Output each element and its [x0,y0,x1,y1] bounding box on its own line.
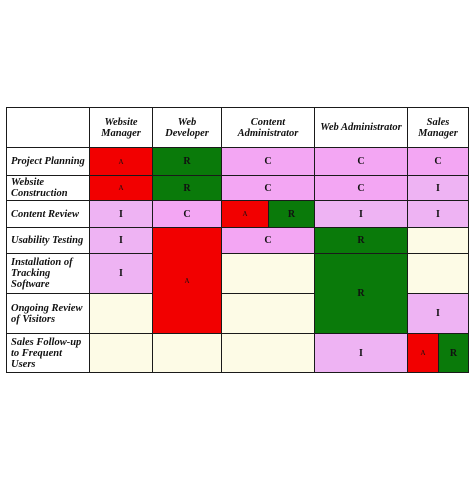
raci-cell-I: I [89,200,153,228]
column-header: Web Administrator [314,107,408,148]
raci-cell-empty [407,253,469,294]
raci-cell-empty [152,333,222,373]
raci-cell-I: I [89,227,153,254]
task-label: Website Construction [6,175,90,201]
raci-cell-R: R [268,200,315,228]
task-label: Project Planning [6,147,90,176]
raci-cell-R: R [152,147,222,176]
raci-cell-A: A [152,227,222,334]
corner-cell [6,107,90,148]
raci-cell-C: C [221,147,315,176]
raci-cell-A: A [407,333,439,373]
raci-cell-empty [221,333,315,373]
raci-cell-I: I [407,175,469,201]
task-label: Ongoing Review of Visitors [6,293,90,334]
raci-cell-empty [89,333,153,373]
task-label: Sales Follow-up to Frequent Users [6,333,90,373]
raci-cell-I: I [314,200,408,228]
raci-cell-C: C [152,200,222,228]
raci-cell-I: I [407,200,469,228]
column-header: Web Developer [152,107,222,148]
column-header: Content Administrator [221,107,315,148]
raci-cell-C: C [407,147,469,176]
raci-cell-A: A [89,175,153,201]
raci-cell-I: I [314,333,408,373]
task-label: Content Review [6,200,90,228]
raci-cell-I: I [89,253,153,294]
raci-cell-I: I [407,293,469,334]
raci-cell-empty [221,293,315,334]
raci-cell-C: C [314,147,408,176]
raci-cell-C: C [221,175,315,201]
raci-cell-R: R [314,227,408,254]
raci-cell-empty [221,253,315,294]
raci-cell-C: C [314,175,408,201]
task-label: Installation of Tracking Software [6,253,90,294]
task-label: Usability Testing [6,227,90,254]
raci-cell-A: A [221,200,269,228]
raci-cell-R: R [152,175,222,201]
raci-cell-A: A [89,147,153,176]
raci-cell-empty [407,227,469,254]
column-header: Sales Manager [407,107,469,148]
raci-cell-R: R [438,333,469,373]
column-header: Website Manager [89,107,153,148]
raci-cell-R: R [314,253,408,334]
raci-cell-C: C [221,227,315,254]
raci-cell-empty [89,293,153,334]
